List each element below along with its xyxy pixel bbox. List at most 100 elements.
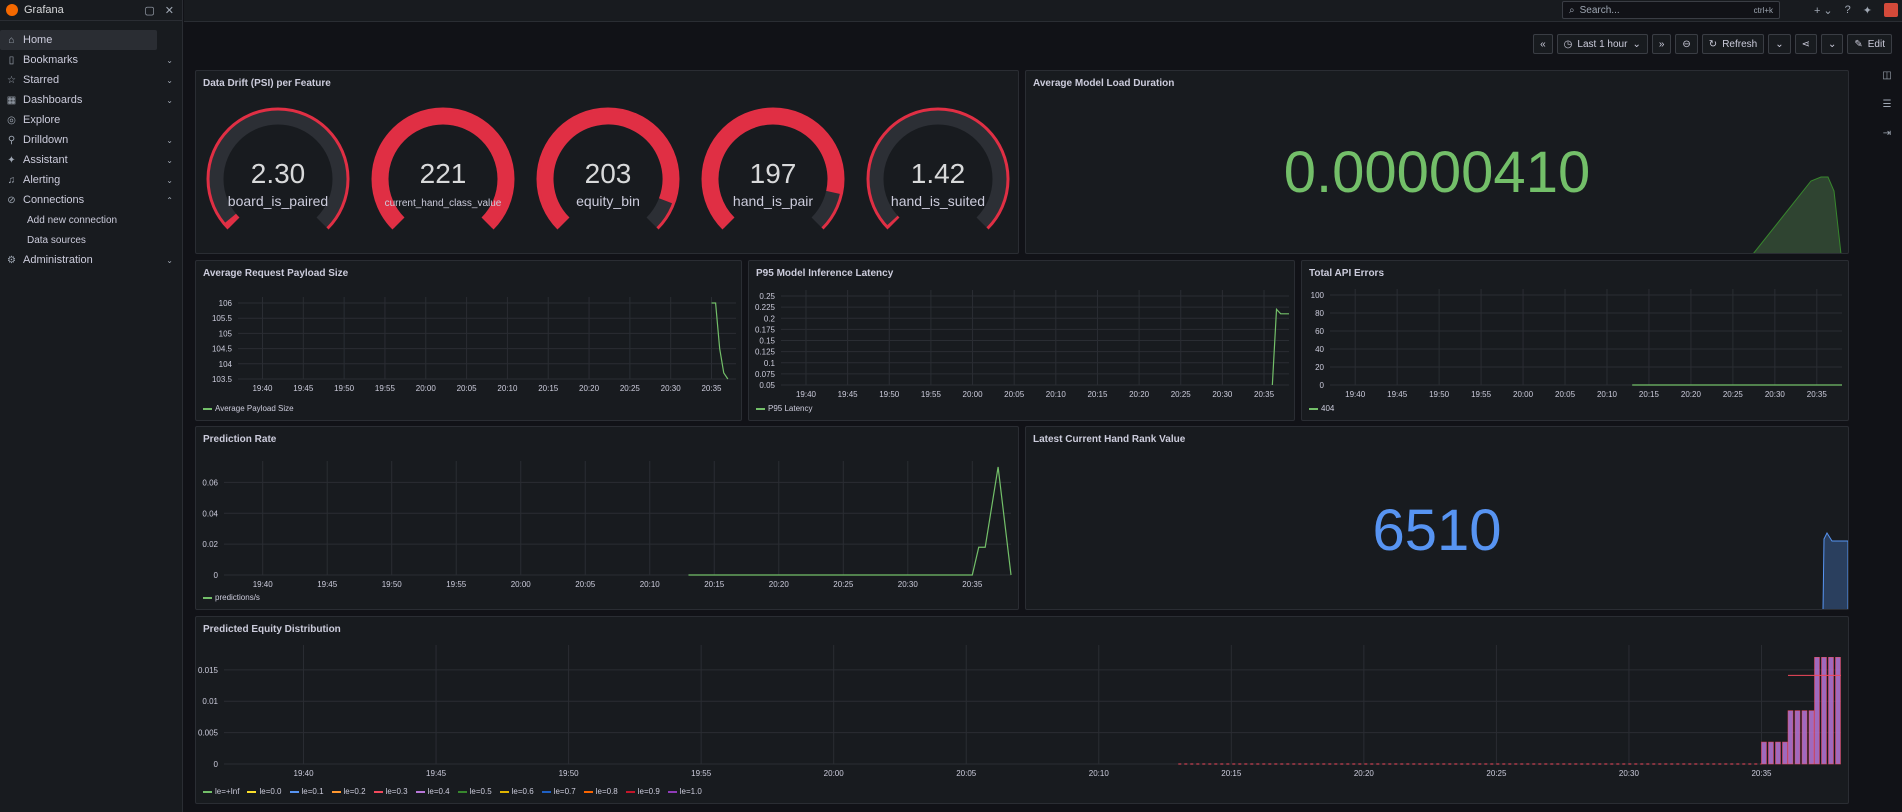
share-button[interactable]: ⋖ — [1794, 34, 1817, 54]
legend-item[interactable]: le=0.0 — [247, 787, 282, 796]
chevron-down-icon[interactable]: ⌄ — [166, 175, 173, 185]
x-tick-label: 19:50 — [382, 580, 403, 589]
series-line[interactable] — [688, 466, 1012, 576]
chevron-down-icon[interactable]: ⌄ — [166, 95, 173, 105]
chevron-down-icon[interactable]: ⌄ — [166, 255, 173, 265]
panel-prediction-rate[interactable]: Prediction Rate 0.06 0.04 0.02 0 19:40 19:45 1… — [195, 426, 1019, 610]
nav-subitem[interactable]: Add new connection — [27, 214, 118, 226]
cog-icon: ⚙ — [7, 254, 16, 266]
panel-p95-latency[interactable]: P95 Model Inference Latency 0.25 0.225 0.2… — [748, 260, 1295, 421]
new-icon[interactable]: + ⌄ — [1813, 4, 1833, 17]
outline-icon[interactable]: ◫ — [1882, 70, 1892, 81]
refresh-interval-button[interactable]: ⌄ — [1768, 34, 1791, 54]
x-tick-label: 20:25 — [1171, 390, 1192, 399]
time-picker[interactable]: ◷ Last 1 hour ⌄ — [1556, 34, 1648, 54]
nav-item-starred[interactable]: ☆ Starred ⌄ — [0, 70, 183, 90]
chevron-down-icon[interactable]: ⌄ — [166, 75, 173, 85]
edit-button[interactable]: ✎ Edit — [1847, 34, 1892, 54]
legend-item[interactable]: le=0.2 — [331, 787, 366, 796]
stat-sparkline — [1753, 176, 1842, 253]
y-tick-label: 103.5 — [212, 375, 233, 384]
legend-item[interactable]: predictions/s — [203, 593, 260, 602]
bar[interactable] — [1768, 741, 1774, 765]
legend-item[interactable]: le=0.6 — [499, 787, 534, 796]
legend-item[interactable]: le=0.8 — [583, 787, 618, 796]
chevron-down-icon[interactable]: ⌄ — [166, 155, 173, 165]
bar[interactable] — [1761, 741, 1767, 765]
nav-item-connections[interactable]: ⊘ Connections ⌃ — [0, 190, 183, 210]
legend-item[interactable]: le=0.3 — [373, 787, 408, 796]
legend-item[interactable]: le=0.9 — [625, 787, 660, 796]
legend-item[interactable]: le=1.0 — [667, 787, 702, 796]
share-menu-button[interactable]: ⌄ — [1820, 34, 1844, 54]
bar[interactable] — [1782, 741, 1788, 765]
legend-label: le=1.0 — [679, 787, 702, 796]
bar[interactable] — [1787, 710, 1794, 765]
gauge-label: board_is_paired — [228, 193, 328, 209]
list-icon[interactable]: ☰ — [1882, 99, 1892, 110]
nav-item-dashboards[interactable]: ▦ Dashboards ⌄ — [0, 90, 183, 110]
x-tick-label: 19:45 — [317, 580, 338, 589]
x-tick-label: 19:55 — [446, 580, 467, 589]
nav-item-home[interactable]: ⌂ Home — [0, 30, 157, 50]
legend-item[interactable]: 404 — [1309, 404, 1334, 413]
chevron-up-icon[interactable]: ⌃ — [166, 195, 173, 205]
nav-item-bookmarks[interactable]: ▯ Bookmarks ⌄ — [0, 50, 183, 70]
panel-equity-distribution[interactable]: Predicted Equity Distribution 0.015 0.01 0… — [195, 616, 1849, 804]
bar[interactable] — [1801, 710, 1808, 765]
chevron-down-icon[interactable]: ⌄ — [166, 55, 173, 65]
panel-payload-size[interactable]: Average Request Payload Size 106 105.5 105… — [195, 260, 742, 421]
dock-menu-icon[interactable]: ▢ — [144, 4, 155, 17]
search-input[interactable]: ⌕ Search... ctrl+k — [1562, 1, 1780, 19]
time-back-button[interactable]: « — [1533, 34, 1553, 54]
nav-menu: ⌂ Home ▯ Bookmarks ⌄ ☆ Starred ⌄ ▦ Dashboards ⌄ ◎ Ex… — [0, 30, 183, 270]
legend-item[interactable]: le=0.4 — [415, 787, 450, 796]
nav-item-label: Bookmarks — [23, 54, 79, 66]
y-tick-label: 40 — [1315, 345, 1324, 354]
bar[interactable] — [1808, 710, 1815, 765]
panel-model-load[interactable]: Average Model Load Duration 0.00000410 — [1025, 70, 1849, 254]
series-line[interactable] — [711, 302, 729, 380]
y-tick-label: 0.25 — [759, 292, 775, 301]
x-tick-label: 19:40 — [796, 390, 817, 399]
search-icon: ⌕ — [1569, 4, 1575, 16]
avatar[interactable] — [1884, 3, 1898, 17]
time-forward-button[interactable]: » — [1651, 34, 1672, 54]
gauge-value: 197 — [750, 158, 797, 189]
nav-item-assistant[interactable]: ✦ Assistant ⌄ — [0, 150, 183, 170]
bar[interactable] — [1794, 710, 1801, 765]
collapse-icon[interactable]: ⇥ — [1882, 128, 1892, 139]
topbar: ⌕ Search... ctrl+k + ⌄ ? ✦ — [184, 0, 1902, 22]
series-line[interactable] — [1271, 307, 1289, 386]
chevron-down-icon[interactable]: ⌄ — [166, 135, 173, 145]
bar[interactable] — [1835, 657, 1841, 765]
close-menu-icon[interactable]: ✕ — [164, 4, 174, 17]
zoom-out-button[interactable]: ⊖ — [1675, 34, 1698, 54]
bar[interactable] — [1821, 657, 1827, 765]
nav-item-drilldown[interactable]: ⚲ Drilldown ⌄ — [0, 130, 183, 150]
nav-item-label: Drilldown — [23, 134, 69, 146]
refresh-button[interactable]: ↻ Refresh — [1701, 34, 1765, 54]
bar[interactable] — [1775, 741, 1781, 765]
panel-data-drift[interactable]: Data Drift (PSI) per Feature 2.30 board_i… — [195, 70, 1019, 254]
legend-item[interactable]: le=0.1 — [289, 787, 324, 796]
nav-item-administration[interactable]: ⚙ Administration ⌄ — [0, 250, 183, 270]
legend-item[interactable]: P95 Latency — [756, 404, 812, 413]
legend-item[interactable]: le=+Inf — [203, 787, 239, 796]
y-tick-label: 105.5 — [212, 314, 233, 323]
panel-hand-rank[interactable]: Latest Current Hand Rank Value 6510 — [1025, 426, 1849, 610]
assistant-icon[interactable]: ✦ — [1862, 4, 1872, 17]
bar[interactable] — [1828, 657, 1834, 765]
gauge-label: hand_is_suited — [891, 193, 985, 209]
nav-item-explore[interactable]: ◎ Explore — [0, 110, 183, 130]
legend-item[interactable]: le=0.5 — [457, 787, 492, 796]
nav-subitem[interactable]: Data sources — [27, 234, 86, 246]
clock-icon: ◷ — [1563, 38, 1573, 50]
panel-api-errors[interactable]: Total API Errors 100 80 60 40 20 0 19:40 19:45 1… — [1301, 260, 1849, 421]
bar[interactable] — [1814, 657, 1820, 765]
grafana-logo-icon[interactable] — [6, 4, 18, 16]
legend-item[interactable]: Average Payload Size — [203, 404, 294, 413]
nav-item-alerting[interactable]: ♫ Alerting ⌄ — [0, 170, 183, 190]
help-icon[interactable]: ? — [1844, 4, 1851, 16]
legend-item[interactable]: le=0.7 — [541, 787, 576, 796]
